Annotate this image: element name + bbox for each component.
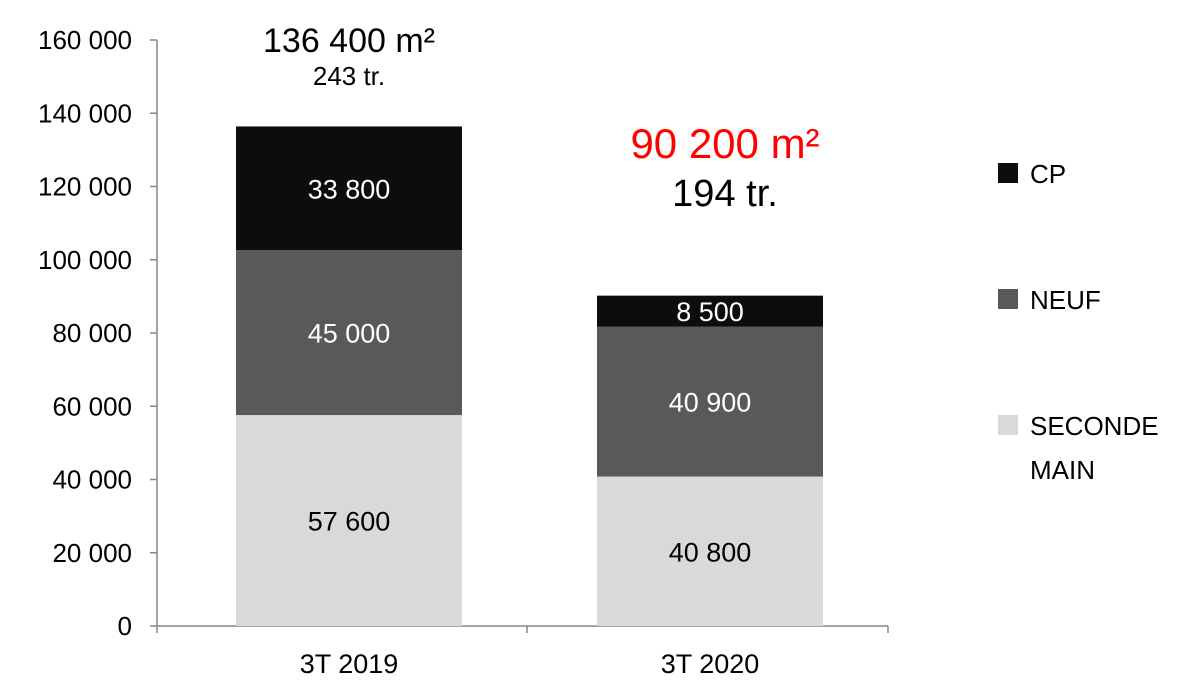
y-tick-label: 20 000	[52, 538, 132, 568]
y-tick-label: 0	[118, 611, 132, 641]
legend-label: SECONDE	[1030, 411, 1159, 441]
data-label: 45 000	[308, 319, 391, 349]
legend-swatch	[998, 289, 1018, 309]
y-tick-label: 100 000	[38, 245, 132, 275]
legend-swatch	[998, 163, 1018, 183]
data-label: 40 900	[669, 388, 752, 418]
data-label: 8 500	[676, 297, 744, 327]
total-transactions-label: 194 tr.	[672, 173, 778, 215]
x-tick-label: 3T 2020	[661, 649, 760, 679]
x-tick-label: 3T 2019	[300, 649, 399, 679]
y-tick-label: 120 000	[38, 172, 132, 202]
legend-swatch	[998, 415, 1018, 435]
legend: CP NEUF SECONDE MAIN	[998, 159, 1159, 485]
data-label: 57 600	[308, 507, 391, 537]
data-label: 40 800	[669, 537, 752, 567]
y-tick-label: 40 000	[52, 465, 132, 495]
y-tick-label: 60 000	[52, 391, 132, 421]
legend-label: MAIN	[1030, 455, 1095, 485]
y-tick-label: 160 000	[38, 25, 132, 55]
legend-label: NEUF	[1030, 285, 1101, 315]
total-area-label: 90 200 m²	[630, 120, 819, 167]
legend-label: CP	[1030, 159, 1066, 189]
total-area-label: 136 400 m²	[263, 22, 435, 60]
y-tick-label: 140 000	[38, 98, 132, 128]
data-label: 33 800	[308, 174, 391, 204]
total-transactions-label: 243 tr.	[313, 61, 385, 91]
y-tick-label: 80 000	[52, 318, 132, 348]
